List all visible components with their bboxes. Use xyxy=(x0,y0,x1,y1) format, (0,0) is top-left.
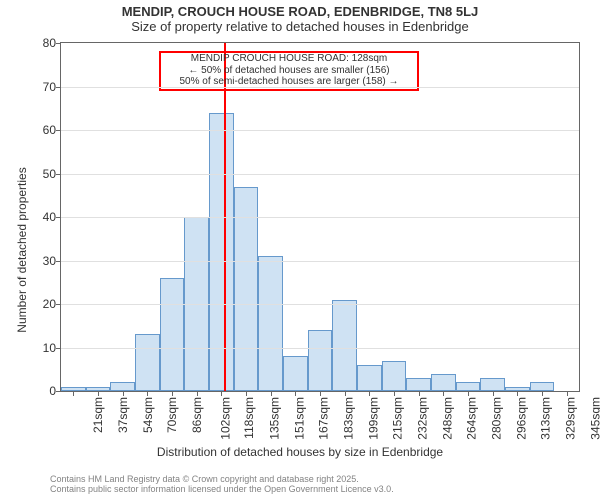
x-tick-mark xyxy=(271,391,272,396)
x-tick-label: 21sqm xyxy=(91,397,105,433)
y-tick-label: 0 xyxy=(49,384,61,398)
x-tick-label: 199sqm xyxy=(366,397,380,440)
chart-title-block: MENDIP, CROUCH HOUSE ROAD, EDENBRIDGE, T… xyxy=(0,0,600,34)
x-tick-label: 248sqm xyxy=(440,397,454,440)
y-gridline xyxy=(61,261,579,262)
bar xyxy=(406,378,431,391)
y-gridline xyxy=(61,174,579,175)
x-tick-mark xyxy=(246,391,247,396)
y-tick-label: 40 xyxy=(43,210,61,224)
x-tick-mark xyxy=(172,391,173,396)
x-tick-mark xyxy=(73,391,74,396)
callout-line2: ← 50% of detached houses are smaller (15… xyxy=(161,65,417,77)
x-axis-label: Distribution of detached houses by size … xyxy=(157,445,443,459)
bar xyxy=(110,382,135,391)
x-tick-label: 37sqm xyxy=(116,397,130,433)
x-tick-label: 345sqm xyxy=(588,397,600,440)
bar xyxy=(135,334,160,391)
bar xyxy=(332,300,357,391)
y-gridline xyxy=(61,87,579,88)
x-tick-label: 313sqm xyxy=(539,397,553,440)
x-tick-mark xyxy=(147,391,148,396)
bar xyxy=(209,113,234,391)
x-tick-label: 102sqm xyxy=(218,397,232,440)
x-tick-label: 183sqm xyxy=(341,397,355,440)
footnote-line1: Contains HM Land Registry data © Crown c… xyxy=(50,474,394,484)
x-tick-mark xyxy=(123,391,124,396)
x-tick-label: 280sqm xyxy=(489,397,503,440)
x-tick-label: 215sqm xyxy=(391,397,405,440)
bar xyxy=(456,382,481,391)
chart-title-line1: MENDIP, CROUCH HOUSE ROAD, EDENBRIDGE, T… xyxy=(0,4,600,19)
x-tick-label: 167sqm xyxy=(317,397,331,440)
bar xyxy=(308,330,333,391)
x-tick-label: 118sqm xyxy=(242,397,256,439)
x-tick-mark xyxy=(493,391,494,396)
x-tick-mark xyxy=(517,391,518,396)
y-tick-label: 20 xyxy=(43,297,61,311)
callout-line1: MENDIP CROUCH HOUSE ROAD: 128sqm xyxy=(161,53,417,65)
x-tick-label: 264sqm xyxy=(465,397,479,440)
footnote-line2: Contains public sector information licen… xyxy=(50,484,394,494)
y-tick-label: 50 xyxy=(43,167,61,181)
bar xyxy=(431,374,456,391)
chart-title-line2: Size of property relative to detached ho… xyxy=(0,19,600,34)
x-tick-mark xyxy=(98,391,99,396)
bar xyxy=(258,256,283,391)
y-gridline xyxy=(61,130,579,131)
x-tick-mark xyxy=(419,391,420,396)
x-tick-label: 135sqm xyxy=(267,397,281,440)
x-tick-mark xyxy=(567,391,568,396)
bar xyxy=(160,278,185,391)
x-tick-label: 296sqm xyxy=(514,397,528,440)
x-tick-mark xyxy=(320,391,321,396)
x-tick-mark xyxy=(197,391,198,396)
x-tick-label: 70sqm xyxy=(165,397,179,433)
bar xyxy=(530,382,555,391)
y-tick-label: 60 xyxy=(43,123,61,137)
x-tick-label: 329sqm xyxy=(563,397,577,440)
x-tick-label: 86sqm xyxy=(190,397,204,433)
x-tick-mark xyxy=(468,391,469,396)
plot-area: MENDIP CROUCH HOUSE ROAD: 128sqm ← 50% o… xyxy=(60,42,580,392)
bar xyxy=(382,361,407,391)
y-gridline xyxy=(61,217,579,218)
y-gridline xyxy=(61,348,579,349)
x-tick-label: 54sqm xyxy=(141,397,155,433)
bar xyxy=(357,365,382,391)
x-tick-mark xyxy=(443,391,444,396)
x-tick-mark xyxy=(542,391,543,396)
x-tick-mark xyxy=(394,391,395,396)
callout-box: MENDIP CROUCH HOUSE ROAD: 128sqm ← 50% o… xyxy=(159,51,419,91)
x-tick-mark xyxy=(221,391,222,396)
footnote: Contains HM Land Registry data © Crown c… xyxy=(50,474,394,494)
y-tick-label: 10 xyxy=(43,341,61,355)
x-tick-label: 151sqm xyxy=(292,397,306,440)
bar xyxy=(283,356,308,391)
y-gridline xyxy=(61,304,579,305)
y-axis-label: Number of detached properties xyxy=(15,167,29,332)
y-tick-label: 70 xyxy=(43,80,61,94)
chart-container: MENDIP, CROUCH HOUSE ROAD, EDENBRIDGE, T… xyxy=(0,0,600,500)
x-tick-mark xyxy=(295,391,296,396)
bar xyxy=(480,378,505,391)
y-tick-label: 80 xyxy=(43,36,61,50)
x-tick-mark xyxy=(369,391,370,396)
y-tick-label: 30 xyxy=(43,254,61,268)
x-tick-label: 232sqm xyxy=(415,397,429,440)
x-tick-mark xyxy=(345,391,346,396)
